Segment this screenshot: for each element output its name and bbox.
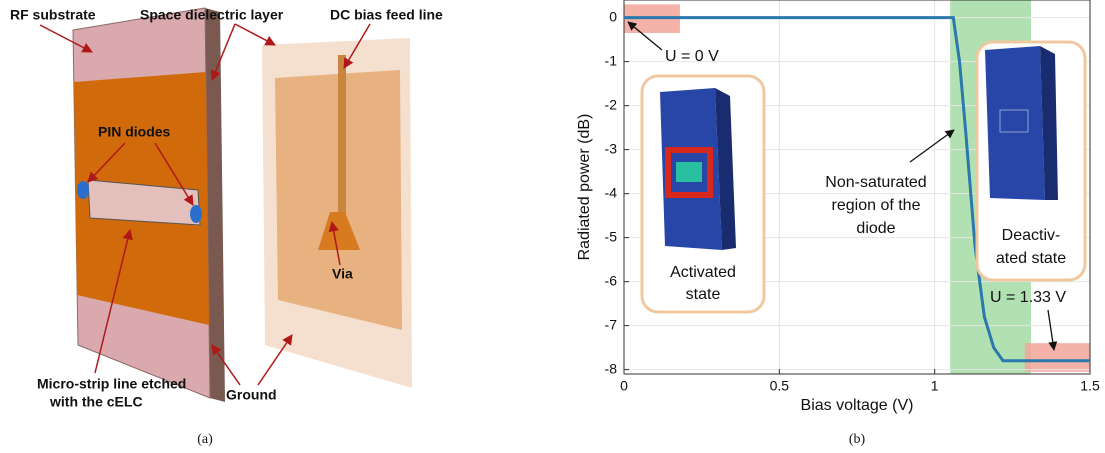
label: Ground <box>226 387 277 403</box>
annotation: U = 1.33 V <box>990 289 1066 306</box>
y-tick-label: -6 <box>605 272 618 288</box>
annotation: Deactiv- <box>1002 227 1061 244</box>
x-tick-label: 0 <box>620 378 628 394</box>
annotation: diode <box>856 220 895 237</box>
shaded-region <box>1025 343 1090 372</box>
caption: (a) <box>197 432 213 447</box>
figure: RF substrate Space dielectric layer DC b… <box>0 0 1105 453</box>
x-tick-label: 1.5 <box>1080 378 1100 394</box>
y-tick-label: -4 <box>605 184 618 200</box>
y-tick-label: 0 <box>609 8 617 24</box>
x-tick-label: 0.5 <box>770 378 790 394</box>
label: DC bias feed line <box>330 7 443 23</box>
y-tick-label: -3 <box>605 140 618 156</box>
diode <box>190 205 202 223</box>
annotation: region of the <box>832 197 921 214</box>
feed-line <box>338 55 346 220</box>
label: with the cELC <box>49 394 143 410</box>
annotation: Activated <box>670 264 736 281</box>
x-tick-label: 1 <box>931 378 939 394</box>
annotation: Non-saturated <box>825 174 926 191</box>
y-tick-label: -7 <box>605 316 618 332</box>
label: Micro-strip line etched <box>37 376 186 392</box>
y-tick-label: -2 <box>605 96 618 112</box>
y-axis-label: Radiated power (dB) <box>576 114 593 261</box>
label: Via <box>332 266 353 282</box>
label: RF substrate <box>10 7 96 23</box>
x-axis-label: Bias voltage (V) <box>801 397 914 414</box>
annotation: state <box>686 286 721 303</box>
y-tick-label: -1 <box>605 52 618 68</box>
label: PIN diodes <box>98 124 171 140</box>
diode <box>77 181 89 199</box>
y-tick-label: -5 <box>605 228 618 244</box>
y-tick-label: -8 <box>605 360 618 376</box>
annotation: U = 0 V <box>665 48 719 65</box>
annotation: ated state <box>996 250 1066 267</box>
label: Space dielectric layer <box>140 7 284 23</box>
diagram: RF substrate Space dielectric layer DC b… <box>10 7 443 448</box>
caption: (b) <box>849 432 866 447</box>
